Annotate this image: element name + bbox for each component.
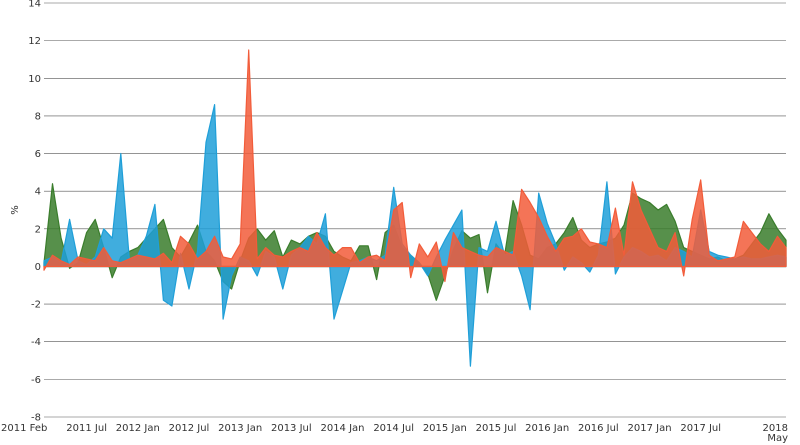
y-tick-label: -8 bbox=[31, 413, 41, 424]
y-tick-label: 12 bbox=[28, 36, 41, 47]
y-tick-label: 0 bbox=[35, 262, 41, 273]
y-axis-title: % bbox=[10, 205, 21, 215]
x-tick-label: 2015 Jul bbox=[476, 423, 517, 434]
y-tick-label: -2 bbox=[31, 300, 41, 311]
x-tick-label: 2014 Jan bbox=[320, 423, 364, 434]
y-axis-tick-labels: -8 -6 -4 -2 0 2 4 6 8 10 12 14 bbox=[28, 0, 41, 424]
y-tick-label: 6 bbox=[35, 149, 41, 160]
x-tick-label: 2012 Jan bbox=[116, 423, 160, 434]
x-tick-label: 2012 Jul bbox=[169, 423, 210, 434]
x-tick-label: 2017 Jul bbox=[680, 423, 721, 434]
x-tick-label: 2017 Jan bbox=[628, 423, 672, 434]
x-tick-label: 2018 bbox=[763, 423, 788, 434]
x-tick-label: 2013 Jul bbox=[271, 423, 312, 434]
x-axis-tick-labels: 2011 Feb 2011 Jul 2012 Jan 2012 Jul 2013 Jan… bbox=[1, 423, 788, 444]
x-tick-label: 2016 Jan bbox=[525, 423, 569, 434]
y-tick-label: 2 bbox=[35, 224, 41, 235]
y-tick-label: -4 bbox=[31, 337, 41, 348]
x-tick-label: 2016 Jul bbox=[578, 423, 619, 434]
y-tick-label: 14 bbox=[28, 0, 41, 10]
y-tick-label: 8 bbox=[35, 111, 41, 122]
x-tick-label: 2011 Jul bbox=[66, 423, 107, 434]
x-tick-label: 2013 Jan bbox=[218, 423, 262, 434]
x-tick-label: 2015 Jan bbox=[423, 423, 467, 434]
y-tick-label: 4 bbox=[35, 187, 41, 198]
x-tick-label: 2011 Feb bbox=[1, 423, 47, 434]
x-tick-label: 2014 Jul bbox=[373, 423, 414, 434]
y-tick-label: -6 bbox=[31, 375, 41, 386]
series-areas bbox=[43, 49, 787, 367]
series-area-3 bbox=[43, 49, 787, 283]
y-tick-label: 10 bbox=[28, 74, 41, 85]
x-tick-label: May bbox=[767, 433, 788, 444]
